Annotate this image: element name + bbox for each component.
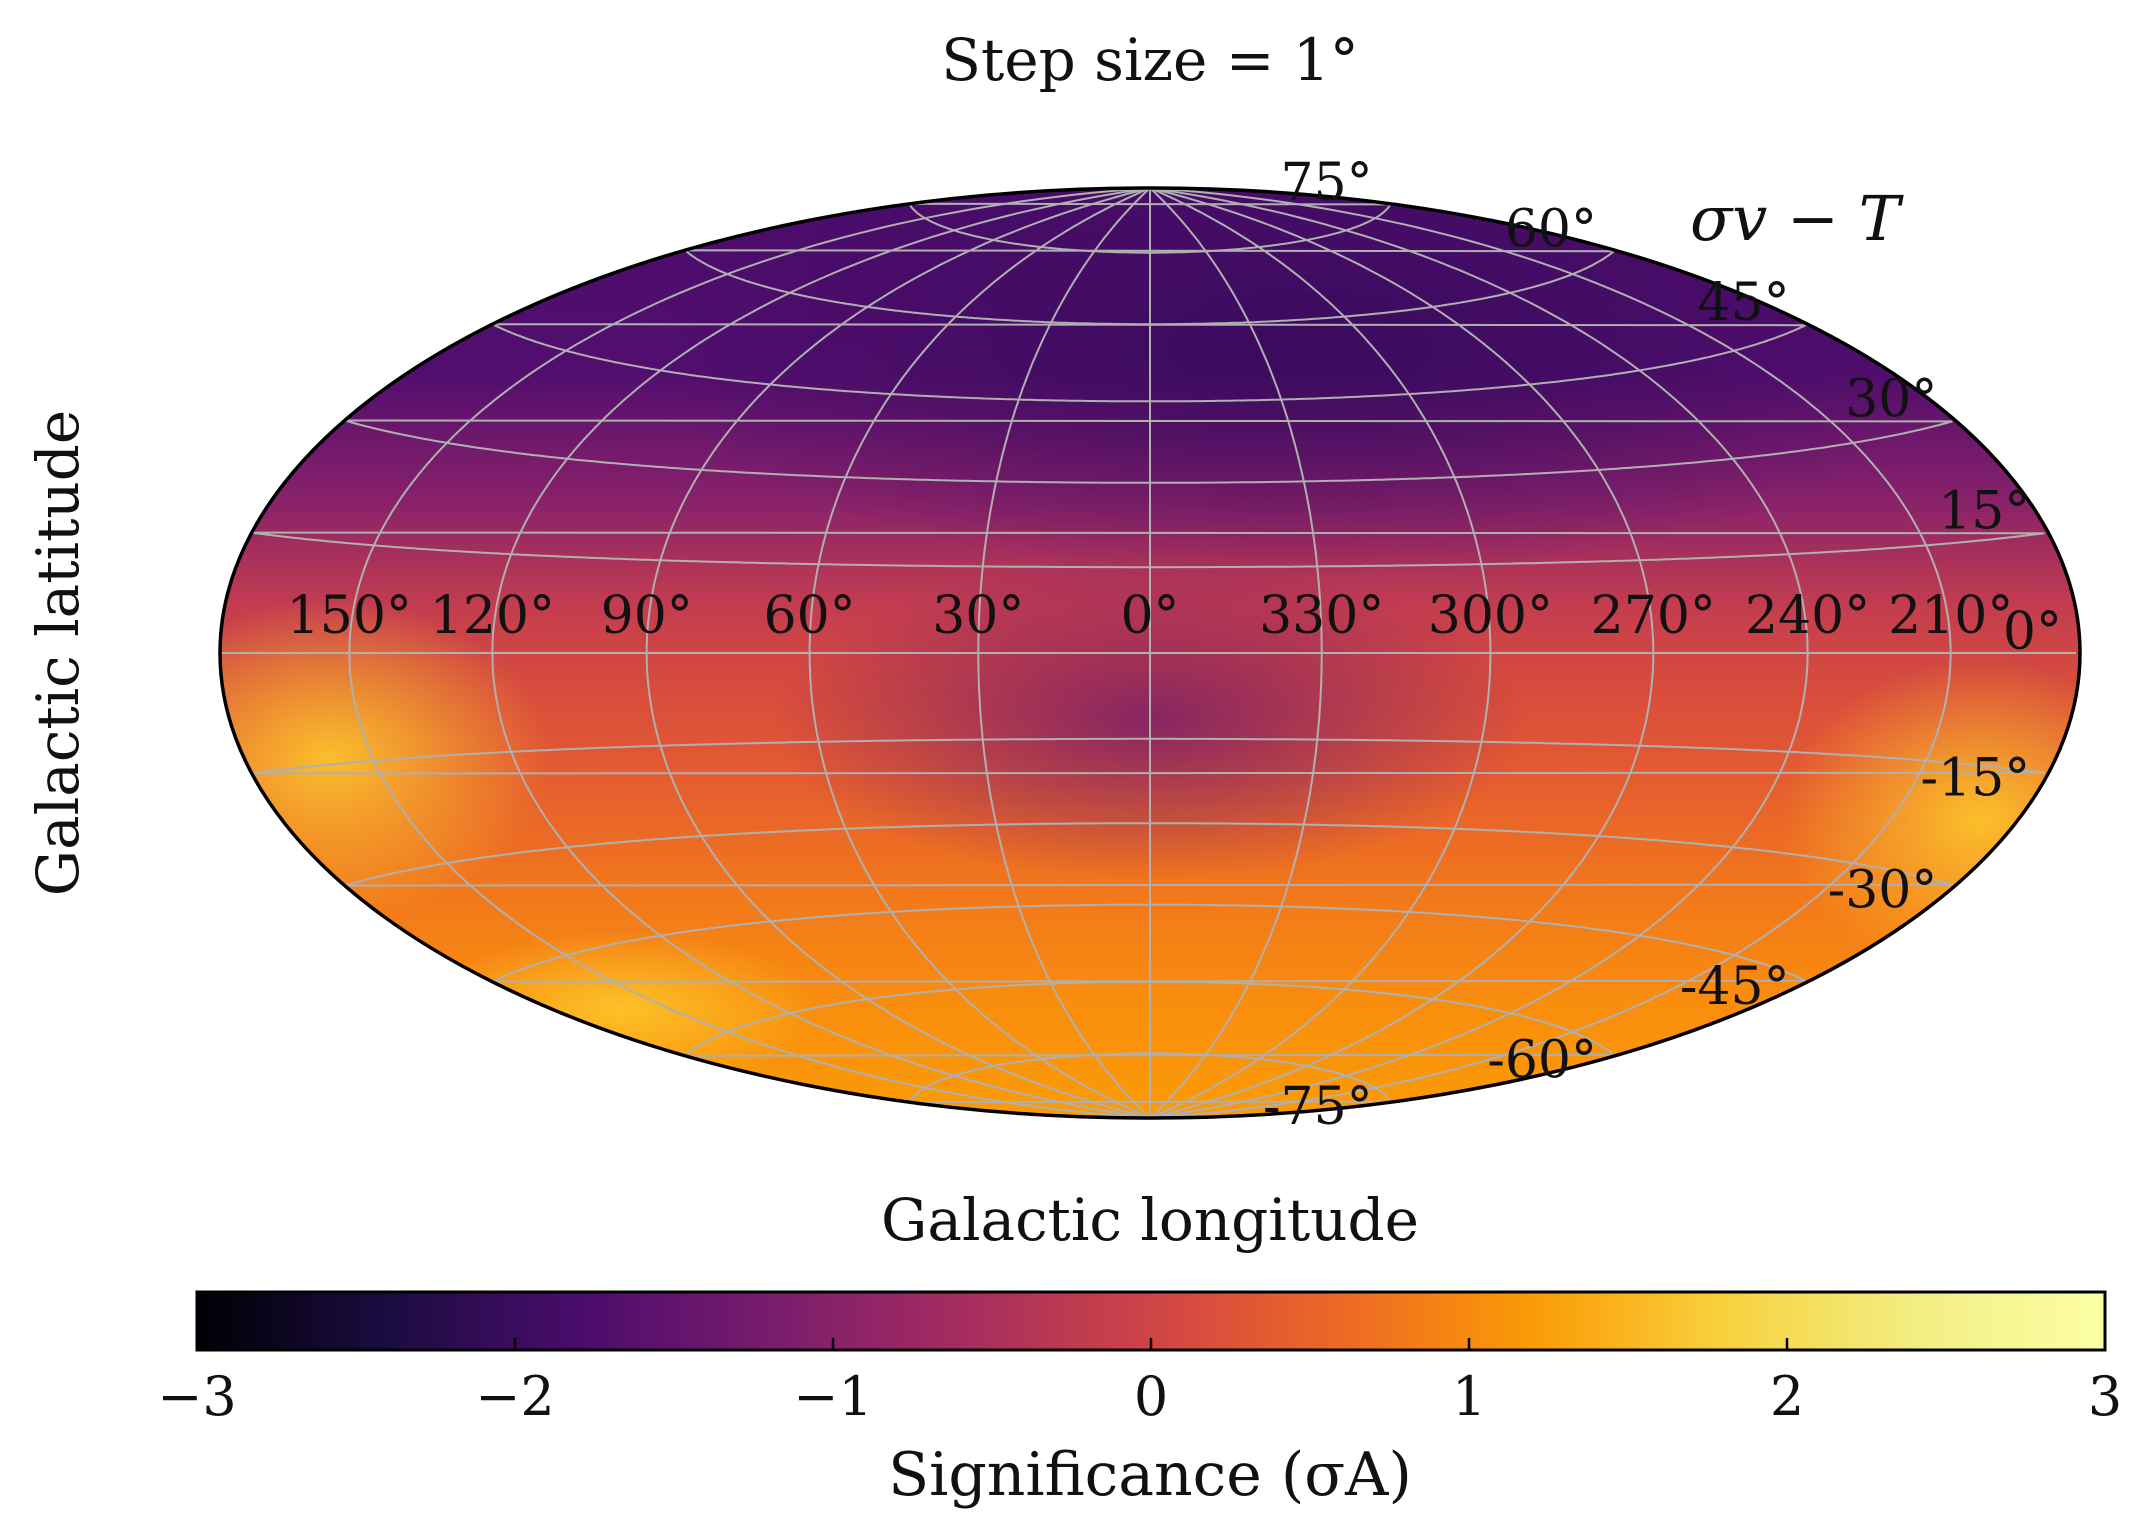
colorbar-label: Significance (σA) [888, 1440, 1412, 1510]
parallel-line [491, 323, 1807, 403]
latitude-tick-label: -60° [1487, 1031, 1597, 1091]
map-boundary [218, 186, 2082, 1120]
longitude-tick-label: 330° [1259, 586, 1384, 646]
parallel-line [491, 903, 1807, 983]
south-west-yellow-region [220, 600, 550, 920]
longitude-tick-label: 270° [1591, 586, 1716, 646]
longitude-tick-labels: 150° 120° 90° 60° 30° 0° 330° 300° 270° 240° 210° [287, 586, 2014, 646]
longitude-tick-label: 120° [430, 586, 555, 646]
latitude-tick-label: 75° [1281, 153, 1373, 213]
longitude-tick-label: 60° [764, 586, 856, 646]
latitude-tick-label: 60° [1505, 199, 1597, 259]
south-east-yellow-region [1780, 660, 2080, 980]
colorbar-ticks: −3 −2 −1 0 1 2 3 [157, 1338, 2122, 1428]
longitude-tick-label: 210° [1888, 586, 2013, 646]
parallel-line [344, 822, 1953, 887]
colorbar-tick-label: −3 [157, 1365, 237, 1428]
colorbar-tick-label: −1 [793, 1365, 873, 1428]
latitude-tick-label: 45° [1697, 273, 1789, 333]
longitude-tick-label: 150° [287, 586, 412, 646]
longitude-tick-label: 0° [1120, 586, 1179, 646]
parallel-line [251, 737, 2045, 775]
chart-title: Step size = 1° [941, 26, 1359, 94]
colorbar-tick-label: 2 [1770, 1365, 1804, 1428]
latitude-tick-label: 30° [1845, 370, 1937, 430]
longitude-tick-label: 90° [601, 586, 693, 646]
latitude-tick-label: -15° [1921, 748, 2031, 808]
longitude-tick-label: 240° [1745, 586, 1870, 646]
y-axis-label: Galactic latitude [24, 410, 92, 896]
latitude-tick-label: -75° [1263, 1077, 1373, 1137]
parallel-line [908, 202, 1393, 254]
latitude-tick-label: -30° [1828, 861, 1938, 921]
latitude-tick-label: 0° [2003, 602, 2062, 662]
parallel-line [684, 249, 1618, 326]
parallel-line [908, 1052, 1393, 1104]
x-axis-label: Galactic longitude [881, 1186, 1419, 1254]
longitude-tick-label: 30° [932, 586, 1024, 646]
colorbar-tick-label: 0 [1134, 1365, 1168, 1428]
annotation-label: σv − T [1690, 182, 1905, 255]
parallel-line [344, 419, 1953, 484]
colorbar-tick-label: 1 [1452, 1365, 1486, 1428]
latitude-tick-label: -45° [1680, 957, 1790, 1017]
colorbar-tick-label: −2 [475, 1365, 555, 1428]
longitude-tick-label: 300° [1428, 586, 1553, 646]
colorbar-tick-label: 3 [2088, 1365, 2122, 1428]
south-yellow-band [420, 930, 820, 1090]
latitude-tick-labels: 75° 60° 45° 30°15° 0° -15° -30° -45° -60° -75° [1263, 153, 2062, 1137]
colorbar: −3 −2 −1 0 1 2 3 Significance (σA) [157, 1290, 2122, 1510]
latitude-tick-label: 15° [1938, 482, 2030, 542]
parallel-line [251, 531, 2045, 569]
